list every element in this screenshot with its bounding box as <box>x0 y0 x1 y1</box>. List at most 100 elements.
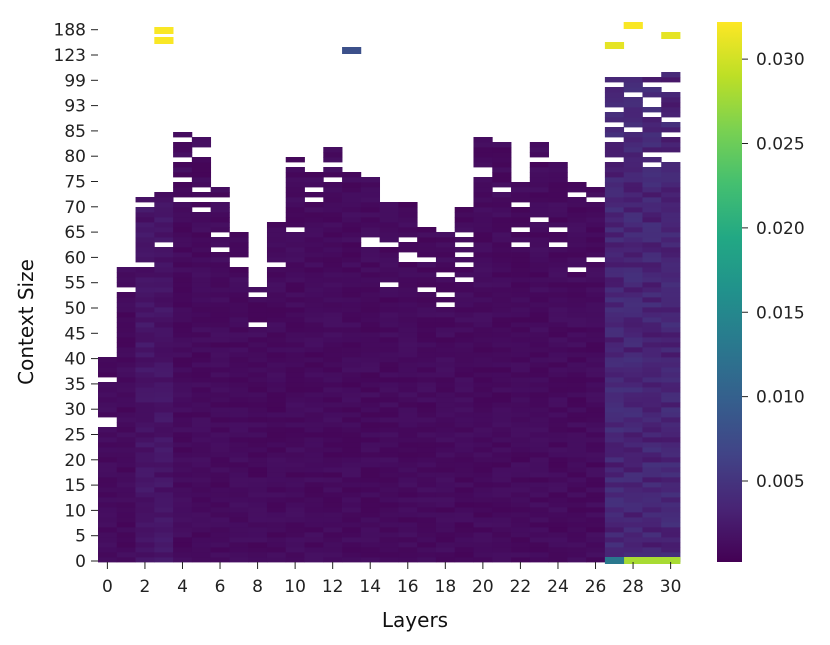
heatmap-cell <box>191 367 212 373</box>
heatmap-cell <box>642 182 662 188</box>
heatmap-cell <box>492 467 512 473</box>
heatmap-cell <box>342 467 362 473</box>
heatmap-cell <box>266 272 287 278</box>
heatmap-cell <box>323 432 343 438</box>
heatmap-cell <box>342 297 362 303</box>
heatmap-cell <box>642 477 662 483</box>
heatmap-cell <box>323 267 343 273</box>
heatmap-cell <box>379 222 399 228</box>
heatmap-cell <box>586 377 606 383</box>
heatmap-cell <box>473 462 493 468</box>
heatmap-cell <box>529 187 549 193</box>
heatmap-cell <box>379 412 399 418</box>
heatmap-cell <box>529 147 549 153</box>
heatmap-cell <box>135 347 155 353</box>
heatmap-cell <box>398 537 418 543</box>
heatmap-cell <box>135 302 155 308</box>
heatmap-cell <box>454 557 474 563</box>
heatmap-cell <box>642 202 662 208</box>
x-tick-label: 4 <box>177 577 188 597</box>
heatmap-cell <box>154 297 174 303</box>
heatmap-cell <box>154 497 174 503</box>
heatmap-cell <box>623 87 643 93</box>
heatmap-cell <box>379 232 399 238</box>
heatmap-cell <box>229 447 249 453</box>
heatmap-cell <box>173 432 193 438</box>
heatmap-cell <box>623 197 643 203</box>
heatmap-cell <box>323 207 343 213</box>
heatmap-cell <box>642 307 662 313</box>
heatmap-cell <box>266 302 287 308</box>
heatmap-cell <box>623 502 643 508</box>
heatmap-cell <box>379 437 399 443</box>
heatmap-cell <box>435 432 456 438</box>
heatmap-cell <box>548 477 568 483</box>
heatmap-cell <box>511 482 531 488</box>
heatmap-cell <box>304 247 324 253</box>
heatmap-cell <box>661 407 681 413</box>
heatmap-cell <box>586 422 606 428</box>
x-tick-label: 20 <box>472 577 494 597</box>
heatmap-cell <box>360 477 381 483</box>
heatmap-cell <box>623 357 643 363</box>
heatmap-cell <box>116 387 136 393</box>
y-axis: 0510152025303540455055606570758085939912… <box>54 21 98 572</box>
heatmap-cell <box>154 292 174 298</box>
heatmap-cell <box>623 242 643 248</box>
heatmap-cell <box>191 432 212 438</box>
heatmap-cell <box>191 272 212 278</box>
heatmap-cell <box>548 482 568 488</box>
heatmap-cell <box>266 402 287 408</box>
heatmap-cell <box>511 422 531 428</box>
heatmap-cell <box>548 407 568 413</box>
heatmap-cell <box>191 557 212 563</box>
heatmap-cell <box>492 447 512 453</box>
heatmap-cell <box>586 272 606 278</box>
heatmap-cell <box>342 397 362 403</box>
heatmap-cell <box>586 202 606 208</box>
heatmap-cell <box>154 272 174 278</box>
heatmap-cell <box>173 132 193 138</box>
heatmap-cell <box>98 392 118 398</box>
heatmap-cell <box>417 407 437 413</box>
heatmap-cell <box>248 487 268 493</box>
heatmap-cell <box>586 472 606 478</box>
heatmap-cell <box>623 377 643 383</box>
heatmap-cell <box>248 532 268 538</box>
heatmap-cell <box>511 457 531 463</box>
heatmap-cell <box>342 207 362 213</box>
heatmap-cell <box>360 467 381 473</box>
heatmap-cell <box>642 462 662 468</box>
heatmap-cell <box>435 287 456 293</box>
heatmap-cell <box>417 417 437 423</box>
heatmap-cell <box>661 177 681 183</box>
heatmap-cell <box>642 252 662 258</box>
heatmap-cell <box>342 172 362 178</box>
heatmap-cell <box>285 557 305 563</box>
heatmap-cell <box>342 402 362 408</box>
heatmap-cell <box>511 497 531 503</box>
heatmap-cell <box>210 372 230 378</box>
heatmap-cell <box>398 377 418 383</box>
heatmap-cell <box>229 442 249 448</box>
heatmap-cell <box>473 422 493 428</box>
heatmap-cell <box>473 187 493 193</box>
heatmap-cell <box>604 117 625 123</box>
heatmap-cell <box>229 287 249 293</box>
heatmap-cell <box>342 287 362 293</box>
heatmap-cell <box>492 182 512 188</box>
heatmap-cell <box>191 182 212 188</box>
heatmap-cell <box>548 307 568 313</box>
heatmap-cell <box>586 482 606 488</box>
heatmap-cell <box>586 347 606 353</box>
heatmap-cell <box>604 492 625 498</box>
heatmap-cell <box>492 517 512 523</box>
heatmap-cell <box>98 397 118 403</box>
heatmap-cell <box>604 507 625 513</box>
heatmap-cell <box>116 352 136 358</box>
heatmap-cell <box>511 552 531 558</box>
x-tick-label: 2 <box>140 577 151 597</box>
heatmap-cell <box>342 412 362 418</box>
heatmap-cell <box>642 447 662 453</box>
heatmap-cell <box>342 307 362 313</box>
